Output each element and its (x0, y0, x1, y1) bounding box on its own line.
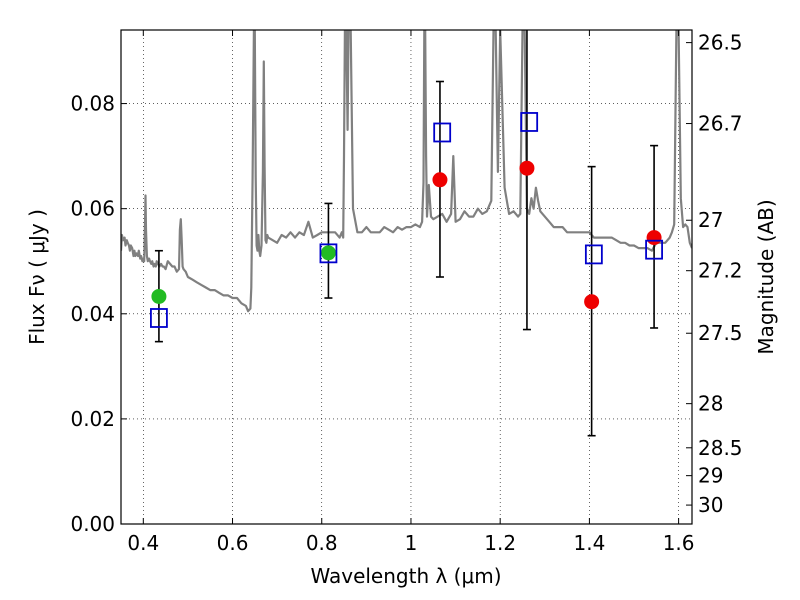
y-tick-label: 0.06 (70, 197, 115, 221)
x-tick-label: 0.6 (217, 531, 249, 555)
right-tick-label: 28.5 (698, 436, 743, 460)
model-magnitude-square (645, 239, 663, 260)
right-tick-label: 26.7 (698, 112, 743, 136)
plot-background (121, 30, 692, 524)
right-tick-label: 30 (698, 493, 723, 517)
model-magnitude-square (520, 112, 539, 132)
axis-ticks: 0.4 0.6 0.8 1 1.2 1.4 1.6 0.00 0.02 0.04 0.06 0.08 2… (70, 30, 743, 555)
right-tick-label: 27.2 (698, 259, 743, 283)
model-magnitude-square (433, 122, 452, 143)
model-magnitude-square (319, 243, 338, 264)
x-axis-label: Wavelength λ (μm) (310, 564, 501, 588)
right-tick-label: 29 (698, 464, 723, 488)
y-axis-label: Flux Fν ( μJy ) (25, 209, 49, 345)
y-tick-label: 0.00 (70, 512, 115, 536)
right-tick-label: 28 (698, 392, 723, 416)
x-tick-label: 0.8 (306, 531, 338, 555)
right-tick-label: 26.5 (698, 31, 743, 55)
plot-frame (120, 29, 693, 525)
y-tick-label: 0.02 (70, 407, 115, 431)
x-tick-label: 1 (405, 531, 418, 555)
x-tick-label: 1.4 (573, 531, 605, 555)
markers (150, 112, 663, 328)
x-tick-label: 1.6 (663, 531, 695, 555)
y-tick-label: 0.08 (70, 92, 115, 116)
data-point-observed_detect (584, 294, 600, 310)
y-tick-label: 0.04 (70, 302, 115, 326)
x-tick-label: 1.2 (484, 531, 516, 555)
data-point-observed_nondetect (151, 288, 167, 304)
y-right-axis-label: Magnitude (AB) (754, 199, 778, 354)
model-spectrum-line (121, 30, 692, 313)
data-point-observed_detect (519, 160, 535, 176)
data-point-observed_detect (432, 172, 448, 188)
model-magnitude-square (584, 244, 603, 265)
data-point-observed_nondetect (320, 245, 336, 261)
data-point-observed_detect (646, 230, 662, 246)
right-tick-label: 27 (698, 208, 723, 232)
model-magnitude-square (150, 308, 168, 328)
right-tick-label: 27.5 (698, 321, 743, 345)
x-tick-label: 0.4 (127, 531, 159, 555)
plot-area (121, 30, 692, 313)
